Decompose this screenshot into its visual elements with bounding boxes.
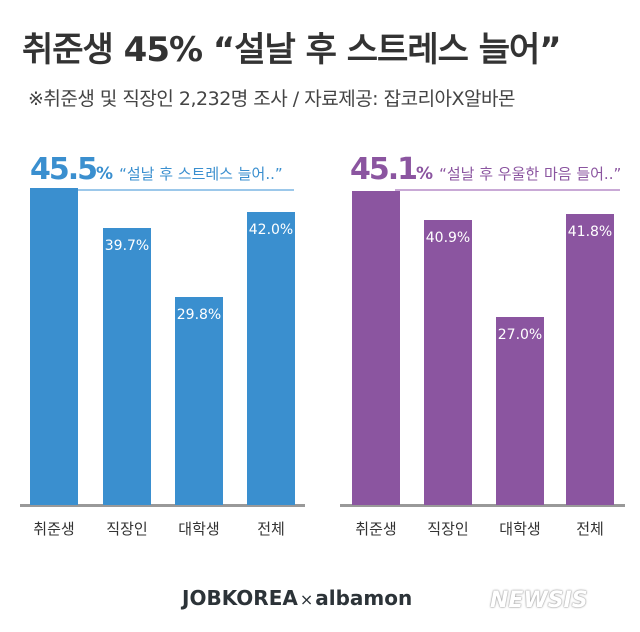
bar-1 <box>352 190 400 505</box>
jobkorea-albamon-logo: JOBKOREA × albamon <box>182 586 412 610</box>
headline-quote: “설날 후 우울한 마음 들어..” <box>439 165 622 183</box>
page-title: 취준생 45% “설날 후 스트레스 늘어” <box>22 30 562 70</box>
category-label: 대학생 <box>499 520 541 538</box>
bar-2 <box>424 219 472 505</box>
subtitle: ※취준생 및 직장인 2,232명 조사 / 자료제공: 잡코리아X알바몬 <box>28 88 516 110</box>
times-sign: × <box>299 590 314 609</box>
category-label: 직장인 <box>106 520 148 538</box>
category-label: 직장인 <box>427 520 469 538</box>
headline-value: 45.1 <box>350 152 418 187</box>
bar-value-label: 41.8% <box>567 223 613 240</box>
category-label: 취준생 <box>355 520 397 538</box>
bar-value-label: 27.0% <box>497 326 543 343</box>
bar-2 <box>103 228 151 505</box>
category-label: 취준생 <box>33 520 75 538</box>
bar-3 <box>496 316 544 505</box>
headline-unit: % <box>96 164 114 184</box>
bar-value-label: 42.0% <box>248 222 294 239</box>
headline-underline <box>395 189 620 191</box>
headline-value: 45.5 <box>30 152 98 187</box>
bar-1 <box>30 187 78 505</box>
baseline <box>20 504 305 507</box>
bar-value-label: 39.7% <box>104 238 150 255</box>
chart-headline: 45.1% “설날 후 우울한 마음 들어..” <box>350 152 621 187</box>
albamon-logo: albamon <box>315 586 413 610</box>
baseline <box>340 504 625 507</box>
category-label: 전체 <box>257 520 285 538</box>
bar-3 <box>175 297 223 505</box>
headline-quote: “설날 후 스트레스 늘어..” <box>119 165 283 183</box>
bar-4 <box>566 213 614 505</box>
headline-underline <box>62 189 294 191</box>
category-label: 전체 <box>576 520 604 538</box>
chart-headline: 45.5% “설날 후 스트레스 늘어..” <box>30 152 283 187</box>
bar-value-label: 40.9% <box>425 229 471 246</box>
headline-unit: % <box>416 164 434 184</box>
bar-4 <box>247 212 295 505</box>
category-label: 대학생 <box>178 520 220 538</box>
bar-value-label: 29.8% <box>176 307 222 324</box>
newsis-watermark: NEWSIS <box>490 588 588 613</box>
jobkorea-logo: JOBKOREA <box>182 586 298 610</box>
